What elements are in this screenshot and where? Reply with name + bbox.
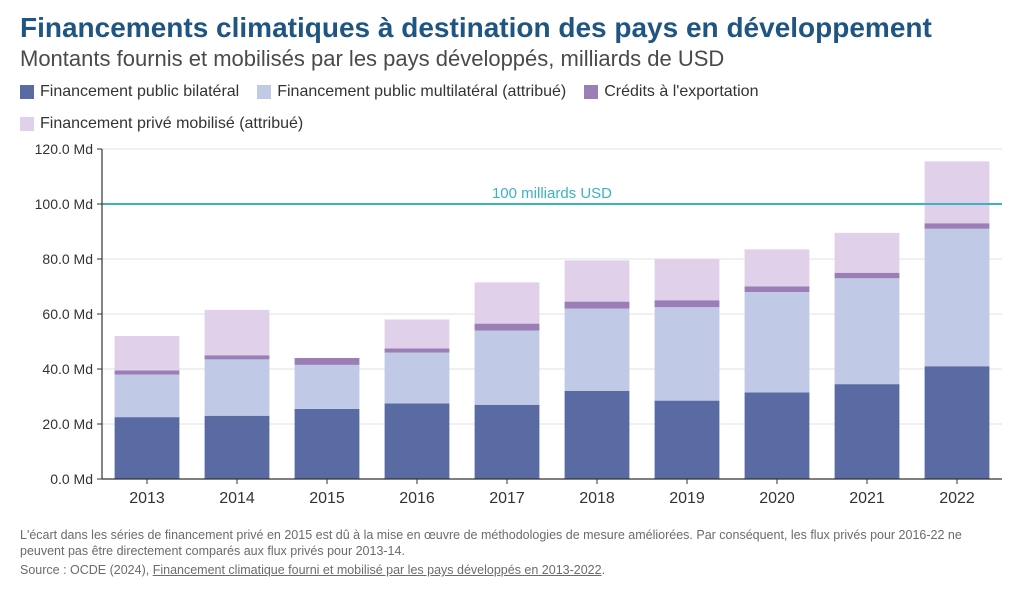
page-subtitle: Montants fournis et mobilisés par les pa… xyxy=(20,46,1004,72)
bar-private xyxy=(835,232,900,272)
bar-bilateral xyxy=(205,415,270,478)
bar-export xyxy=(835,272,900,278)
x-tick-label: 2013 xyxy=(129,490,165,507)
x-tick-label: 2022 xyxy=(939,490,975,507)
legend-item-export: Crédits à l'exportation xyxy=(584,83,758,101)
bar-multilateral xyxy=(565,308,630,391)
legend-label: Financement privé mobilisé (attribué) xyxy=(40,115,303,133)
bar-bilateral xyxy=(835,384,900,479)
legend-item-multilateral: Financement public multilatéral (attribu… xyxy=(257,83,566,101)
bar-private xyxy=(385,319,450,348)
bar-bilateral xyxy=(745,392,810,479)
bar-export xyxy=(565,301,630,308)
y-tick-label: 60.0 Md xyxy=(42,306,93,322)
bar-export xyxy=(385,348,450,352)
y-tick-label: 40.0 Md xyxy=(42,361,93,377)
x-tick-label: 2017 xyxy=(489,490,525,507)
bar-private xyxy=(745,249,810,286)
page-title: Financements climatiques à destination d… xyxy=(20,12,1004,44)
bar-multilateral xyxy=(745,292,810,392)
bar-export xyxy=(745,286,810,292)
x-tick-label: 2014 xyxy=(219,490,255,507)
bar-export xyxy=(295,358,360,365)
bar-private xyxy=(205,309,270,354)
stacked-bar-chart: 0.0 Md 20.0 Md 40.0 Md 60.0 Md 80.0 Md 100.0 … xyxy=(20,139,1004,517)
legend-label: Financement public bilatéral xyxy=(40,83,239,101)
bar-multilateral xyxy=(475,330,540,404)
footnote: L'écart dans les séries de financement p… xyxy=(20,527,1004,580)
bar-bilateral xyxy=(925,366,990,479)
source-suffix: . xyxy=(602,563,605,577)
bar-bilateral xyxy=(295,408,360,478)
bar-private xyxy=(115,336,180,370)
bar-multilateral xyxy=(115,374,180,417)
bar-bilateral xyxy=(565,391,630,479)
chart-container: 0.0 Md 20.0 Md 40.0 Md 60.0 Md 80.0 Md 100.0 … xyxy=(20,139,1004,519)
x-tick-label: 2016 xyxy=(399,490,435,507)
x-tick-label: 2018 xyxy=(579,490,615,507)
bar-multilateral xyxy=(205,359,270,415)
legend-label: Financement public multilatéral (attribu… xyxy=(277,83,566,101)
x-tick-label: 2021 xyxy=(849,490,885,507)
legend: Financement public bilatéral Financement … xyxy=(20,83,1004,133)
bar-private xyxy=(475,282,540,323)
bar-bilateral xyxy=(475,404,540,478)
legend-label: Crédits à l'exportation xyxy=(604,83,758,101)
legend-swatch xyxy=(257,85,271,99)
y-tick-label: 120.0 Md xyxy=(35,141,93,157)
bar-multilateral xyxy=(835,278,900,384)
y-tick-label: 100.0 Md xyxy=(35,196,93,212)
bar-export xyxy=(205,355,270,359)
bar-export xyxy=(475,323,540,330)
bar-bilateral xyxy=(385,403,450,479)
legend-swatch xyxy=(20,85,34,99)
bar-multilateral xyxy=(655,307,720,401)
bar-private xyxy=(565,260,630,301)
reference-line-label: 100 milliards USD xyxy=(492,185,612,202)
source-link[interactable]: Financement climatique fourni et mobilis… xyxy=(153,563,602,577)
bar-multilateral xyxy=(925,228,990,366)
y-tick-label: 20.0 Md xyxy=(42,416,93,432)
legend-swatch xyxy=(20,117,34,131)
y-tick-label: 0.0 Md xyxy=(50,471,93,487)
bar-export xyxy=(115,370,180,374)
bar-private xyxy=(655,259,720,300)
source-prefix: Source : OCDE (2024), xyxy=(20,563,153,577)
bar-bilateral xyxy=(115,417,180,479)
legend-swatch xyxy=(584,85,598,99)
bar-export xyxy=(655,300,720,307)
legend-item-private: Financement privé mobilisé (attribué) xyxy=(20,115,303,133)
footnote-text: L'écart dans les séries de financement p… xyxy=(20,528,962,559)
bar-bilateral xyxy=(655,400,720,478)
x-tick-label: 2019 xyxy=(669,490,705,507)
bar-private xyxy=(925,161,990,223)
bar-multilateral xyxy=(385,352,450,403)
y-tick-label: 80.0 Md xyxy=(42,251,93,267)
legend-item-bilateral: Financement public bilatéral xyxy=(20,83,239,101)
bar-export xyxy=(925,223,990,229)
x-tick-label: 2020 xyxy=(759,490,795,507)
bar-multilateral xyxy=(295,364,360,408)
x-tick-label: 2015 xyxy=(309,490,345,507)
